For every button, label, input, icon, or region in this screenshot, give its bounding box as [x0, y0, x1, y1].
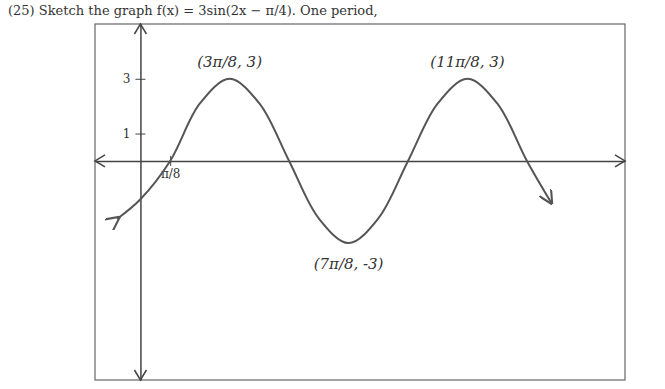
title: (25) Sketch the graph f(x) = 3sin(2x − π…	[8, 3, 378, 18]
x-axis: π/8	[96, 156, 626, 182]
arrowhead	[95, 155, 105, 167]
chart: (25) Sketch the graph f(x) = 3sin(2x − π…	[0, 0, 665, 389]
marks	[118, 79, 551, 243]
sine-curve	[118, 79, 551, 243]
arrowhead	[134, 370, 146, 380]
axis-arrows	[95, 24, 625, 380]
y-tick-mark	[135, 79, 145, 80]
annotations: (3π/8, 3) (7π/8, -3) (11π/8, 3)	[197, 53, 505, 273]
point-label: (7π/8, -3)	[314, 255, 384, 273]
y-tick-label: 1	[123, 127, 131, 141]
y-axis: 13	[123, 25, 146, 381]
point-label: (3π/8, 3)	[197, 53, 262, 71]
plot-frame	[95, 24, 625, 380]
arrowhead	[134, 24, 146, 34]
y-tick: 1	[123, 127, 146, 141]
x-axis-line	[96, 161, 626, 163]
y-tick-label: 3	[123, 72, 131, 86]
arrowhead	[615, 155, 625, 167]
point-label: (11π/8, 3)	[430, 53, 504, 71]
y-tick: 3	[123, 72, 146, 86]
y-tick-mark	[135, 134, 145, 135]
y-axis-line	[140, 25, 142, 381]
